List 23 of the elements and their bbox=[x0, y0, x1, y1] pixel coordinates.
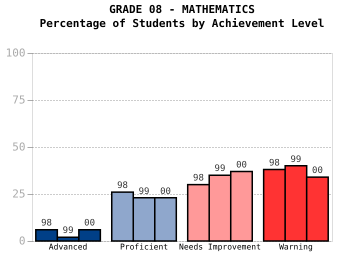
x-tick-label: Advanced bbox=[48, 242, 88, 252]
y-tick-label: 100 bbox=[6, 46, 26, 60]
text: 99 bbox=[214, 164, 226, 174]
series-label: 99 bbox=[62, 226, 74, 236]
text: 98 bbox=[193, 174, 204, 184]
y-tick-label: 75 bbox=[12, 94, 26, 106]
x-tick-label: Proficient bbox=[120, 242, 168, 252]
chart-title: GRADE 08 - MATHEMATICS bbox=[109, 3, 255, 16]
x-tick-label: Warning bbox=[279, 242, 313, 252]
y-tick-label: 25 bbox=[12, 188, 26, 200]
series-label: 00 bbox=[84, 218, 96, 229]
text: 99 bbox=[138, 186, 150, 197]
chart-subtitle: Percentage of Students by Achievement Level bbox=[40, 17, 324, 30]
y-tick-label: 50 bbox=[12, 140, 26, 154]
x-tick-label: Needs Improvement bbox=[179, 242, 262, 252]
text: 00 bbox=[236, 160, 247, 170]
text: 00 bbox=[160, 186, 171, 197]
text: 98 bbox=[117, 181, 128, 192]
y-tick-label: 0 bbox=[18, 234, 26, 248]
text: 98 bbox=[268, 158, 280, 169]
text: 00 bbox=[312, 166, 323, 176]
series-label: 98 bbox=[41, 218, 52, 229]
text: 99 bbox=[290, 154, 302, 165]
